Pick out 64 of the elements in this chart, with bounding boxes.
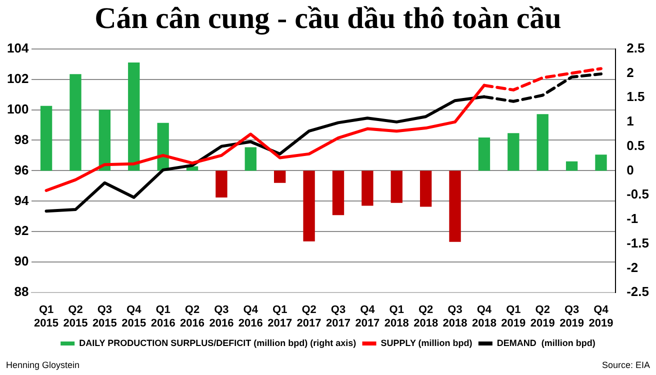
x-tick-label: Q4 2015 (122, 304, 146, 330)
y2-tick-label: -1 (626, 211, 638, 226)
bar (128, 62, 140, 171)
legend-label: DEMAND (million bpd) (496, 338, 596, 348)
bar (40, 106, 52, 171)
y2-tick-label: 1 (626, 114, 634, 129)
x-tick-label: Q1 2017 (268, 304, 292, 330)
x-tick-label: Q3 2018 (442, 304, 468, 330)
bar (449, 170, 461, 242)
y2-tick-label: -2 (626, 260, 638, 275)
bar (303, 170, 315, 242)
bar (390, 170, 402, 203)
y2-tick-label: 2 (626, 64, 634, 80)
bar (478, 138, 490, 171)
y-tick-label: 100 (6, 101, 29, 116)
bar (98, 110, 111, 171)
legend-label: SUPPLY (million bpd) (380, 338, 472, 348)
bar (70, 74, 82, 171)
y-tick-label: 90 (14, 254, 29, 269)
x-tick-label: Q4 2018 (472, 304, 496, 330)
x-tick-label: Q3 2016 (209, 304, 234, 330)
legend-label: DAILY PRODUCTION SURPLUS/DEFICIT (million bpd) (right axis) (79, 338, 356, 348)
x-tick-label: Q4 2019 (588, 304, 614, 330)
y-tick-label: 98 (14, 132, 29, 147)
y-tick-label: 92 (14, 223, 29, 238)
y2-tick-label: -2.5 (626, 284, 650, 300)
bar (595, 154, 607, 171)
bar (216, 170, 228, 198)
x-tick-label: Q2 2018 (414, 304, 438, 330)
x-tick-label: Q1 2015 (34, 304, 59, 330)
x-tick-label: Q4 2017 (355, 304, 380, 330)
y2-tick-label: -0.5 (626, 186, 650, 202)
y-tick-label: 104 (6, 40, 30, 56)
x-tick-label: Q2 2016 (180, 304, 205, 330)
bar (566, 161, 578, 171)
y2-tick-label: 0.5 (626, 138, 645, 153)
y-tick-label: 102 (6, 70, 29, 86)
x-tick-label: Q1 2019 (501, 304, 526, 330)
bar (508, 133, 520, 171)
y2-tick-label: 1.5 (626, 89, 645, 104)
bar (332, 170, 344, 216)
y-tick-label: 94 (14, 192, 30, 208)
x-tick-label: Q3 2019 (560, 304, 584, 330)
x-tick-label: Q1 2018 (384, 304, 409, 330)
bar (536, 114, 548, 171)
x-tick-label: Q1 2016 (150, 304, 176, 330)
text: Henning Gloystein (6, 360, 80, 370)
source-note: Source: EIA (602, 360, 650, 370)
y2-tick-label: 0 (626, 162, 634, 178)
bar (244, 147, 256, 171)
x-tick-label: Q2 2017 (296, 304, 322, 330)
x-tick-label: Q3 2015 (92, 304, 117, 330)
chart-title: Cán cân cung - cầu dầu thô toàn cầu (94, 1, 562, 37)
x-tick-label: Q3 2017 (326, 304, 350, 330)
x-tick-label: Q2 2015 (63, 304, 88, 330)
y2-tick-label: -1.5 (626, 235, 650, 250)
y2-tick-label: 2.5 (626, 40, 645, 56)
bar (362, 170, 374, 206)
x-tick-label: Q2 2019 (530, 304, 555, 330)
x-tick-label: Q4 2016 (238, 304, 263, 330)
y-tick-label: 96 (14, 162, 29, 178)
y-tick-label: 88 (14, 284, 29, 300)
bar (274, 170, 286, 183)
bar (420, 170, 432, 207)
